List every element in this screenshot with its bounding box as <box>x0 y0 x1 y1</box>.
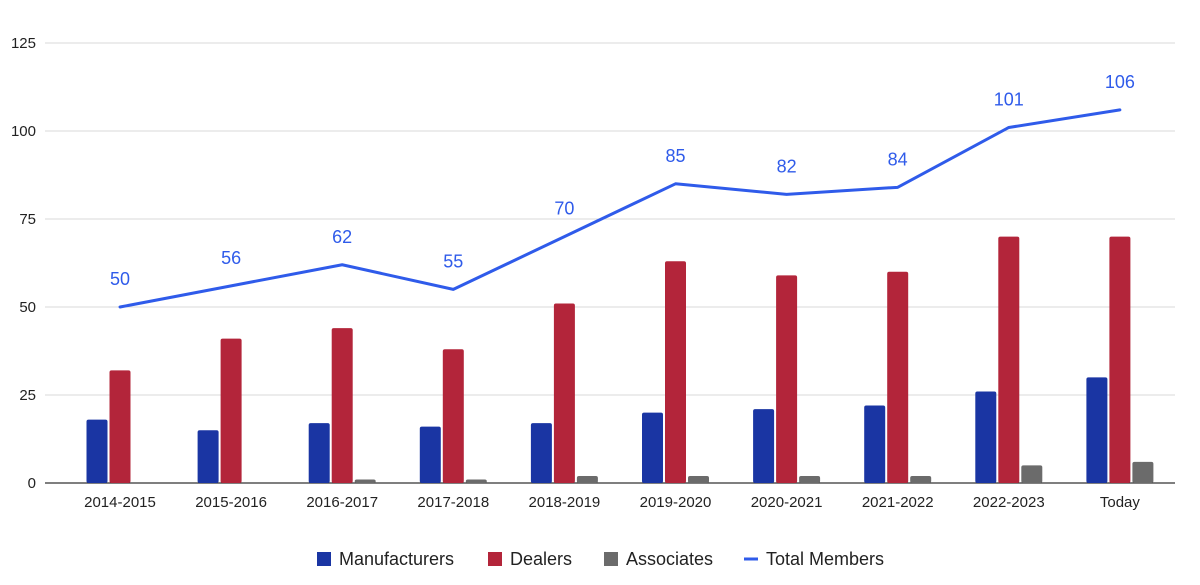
associates-bar <box>799 475 821 483</box>
y-tick-label: 0 <box>28 475 36 492</box>
total-members-data-label: 82 <box>777 156 797 176</box>
x-tick-label: 2017-2018 <box>417 494 489 511</box>
associates-legend-swatch <box>604 552 618 566</box>
x-axis-ticks: 2014-2015 2015-2016 2016-2017 2017-2018 2018… <box>84 494 1140 511</box>
x-tick-label: 2015-2016 <box>195 494 267 511</box>
dealers-bar <box>665 261 686 483</box>
dealers-bar <box>776 275 798 483</box>
y-tick-label: 50 <box>19 299 36 316</box>
dealers-legend-label: Dealers <box>510 549 572 569</box>
associates-bar <box>465 479 487 483</box>
total-members-data-label: 55 <box>443 251 463 271</box>
manufacturers-bar <box>864 405 886 483</box>
manufacturers-bar <box>642 412 663 483</box>
total-members-polyline <box>118 108 1122 309</box>
dealers-bar <box>220 338 242 483</box>
total-members-legend-label: Total Members <box>766 549 884 569</box>
manufacturers-legend-label: Manufacturers <box>339 549 454 569</box>
x-tick-label: 2022-2023 <box>973 494 1045 511</box>
y-tick-label: 100 <box>11 123 36 140</box>
manufacturers-legend-swatch <box>317 552 331 566</box>
associates-bar <box>688 475 709 483</box>
y-tick-label: 25 <box>19 387 36 404</box>
total-members-data-label: 70 <box>554 199 574 219</box>
total-members-data-label: 85 <box>665 146 685 166</box>
dealers-bar <box>1109 236 1131 483</box>
manufacturers-bar <box>197 430 219 483</box>
legend: Manufacturers Dealers Associates Total Memb… <box>317 549 884 569</box>
x-tick-label: 2020-2021 <box>751 494 823 511</box>
manufacturers-bar <box>1086 377 1108 483</box>
total-members-data-label: 56 <box>221 248 241 268</box>
manufacturers-bar <box>86 419 108 483</box>
total-members-data-label: 50 <box>110 269 130 289</box>
total-members-data-label: 106 <box>1105 72 1135 92</box>
dealers-bar <box>553 303 575 483</box>
x-tick-label: Today <box>1100 494 1141 511</box>
y-axis-ticks: 0 25 50 75 100 125 <box>11 35 36 492</box>
manufacturers-bar <box>975 391 997 483</box>
associates-bar <box>576 475 598 483</box>
total-members-data-label: 101 <box>994 89 1024 109</box>
dealers-bar <box>442 349 464 483</box>
associates-bar <box>354 479 376 483</box>
manufacturers-bar <box>753 409 775 483</box>
total-members-data-label: 84 <box>888 149 908 169</box>
dealers-legend-swatch <box>488 552 502 566</box>
x-tick-label: 2016-2017 <box>306 494 378 511</box>
y-tick-label: 75 <box>19 211 36 228</box>
dealers-bar <box>998 236 1020 483</box>
associates-bar <box>910 475 932 483</box>
total-members-line: 50 56 62 55 70 85 82 84 101 106 <box>110 72 1135 309</box>
manufacturers-bar <box>530 423 552 483</box>
manufacturers-bar <box>419 426 441 483</box>
x-tick-label: 2019-2020 <box>640 494 712 511</box>
dealers-bar <box>331 328 353 483</box>
x-tick-label: 2014-2015 <box>84 494 156 511</box>
x-tick-label: 2018-2019 <box>529 494 601 511</box>
y-tick-label: 125 <box>11 35 36 52</box>
associates-bar <box>1021 465 1043 483</box>
dealers-bar <box>887 271 909 483</box>
x-tick-label: 2021-2022 <box>862 494 934 511</box>
associates-bar <box>1132 461 1154 483</box>
dealers-bar <box>109 370 131 483</box>
associates-legend-label: Associates <box>626 549 713 569</box>
bars <box>86 236 1154 483</box>
manufacturers-bar <box>308 423 330 483</box>
total-members-data-label: 62 <box>332 227 352 247</box>
